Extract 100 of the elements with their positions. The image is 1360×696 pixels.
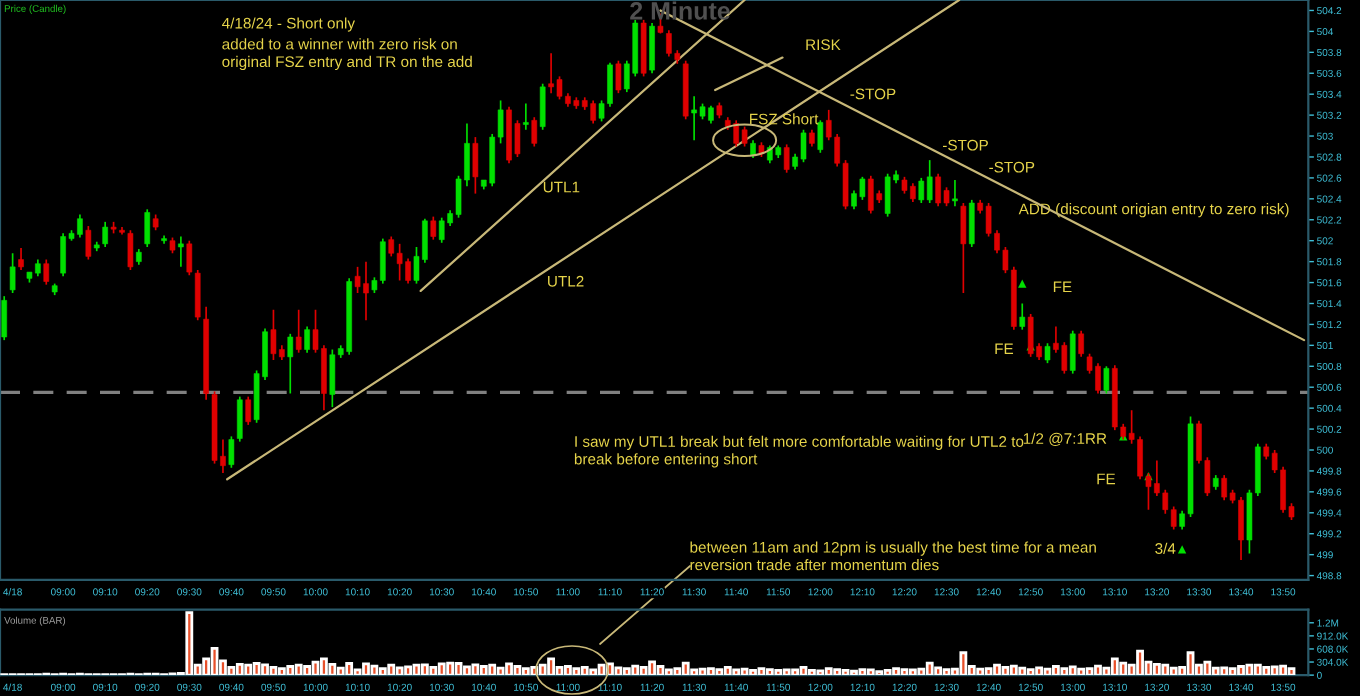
- bar: [488, 663, 497, 676]
- candlestick: [144, 208, 151, 248]
- candlestick: [430, 215, 437, 241]
- bar: [1211, 666, 1220, 676]
- bar: [1253, 663, 1262, 676]
- bar: [1035, 666, 1043, 676]
- bar: [1068, 665, 1077, 676]
- candlestick: [270, 308, 277, 361]
- bar: [412, 663, 421, 676]
- bar: [463, 665, 471, 676]
- candlestick: [304, 325, 310, 354]
- bar: [303, 665, 312, 676]
- candlestick: [388, 235, 395, 258]
- candlestick: [1019, 302, 1026, 331]
- bar: [833, 668, 842, 676]
- bar: [362, 662, 370, 676]
- bar: [1001, 665, 1010, 676]
- candlestick: [1, 295, 8, 341]
- bar: [387, 663, 396, 676]
- bar: [555, 665, 564, 676]
- candlestick: [287, 333, 294, 395]
- candlestick: [590, 99, 596, 125]
- candlestick: [85, 225, 92, 261]
- bar: [631, 664, 640, 676]
- bar: [740, 667, 749, 676]
- bar: [757, 667, 766, 676]
- bar: [732, 668, 741, 676]
- candlestick: [868, 174, 874, 215]
- bar: [656, 665, 665, 676]
- candlestick: [556, 75, 563, 101]
- bar: [791, 668, 799, 676]
- bar: [378, 667, 387, 676]
- bar: [1026, 668, 1035, 676]
- candlestick: [968, 199, 975, 248]
- candlestick: [1044, 342, 1051, 364]
- bar: [454, 662, 463, 676]
- bar: [1262, 665, 1271, 676]
- candlestick: [18, 247, 24, 271]
- bar: [370, 664, 379, 676]
- candlestick: [539, 82, 546, 131]
- bar: [715, 668, 724, 676]
- bar: [1052, 665, 1060, 676]
- bar: [942, 668, 951, 676]
- bar: [328, 662, 337, 676]
- candlestick: [741, 125, 748, 148]
- bar: [336, 666, 345, 676]
- candlestick: [236, 395, 243, 443]
- candlestick: [228, 435, 235, 469]
- bar: [959, 651, 968, 676]
- candlestick: [783, 143, 790, 174]
- bar: [269, 665, 278, 676]
- bar: [824, 667, 833, 676]
- candlestick: [523, 102, 529, 131]
- bar: [707, 667, 715, 676]
- bar: [294, 663, 303, 676]
- candlestick: [245, 395, 252, 426]
- bar: [547, 657, 556, 676]
- bar: [1085, 667, 1094, 676]
- candlestick: [800, 128, 807, 164]
- bar: [883, 669, 892, 676]
- candlestick: [666, 29, 672, 58]
- bar: [496, 666, 505, 676]
- candlestick: [615, 59, 622, 94]
- candlestick: [396, 243, 403, 282]
- bar: [1094, 664, 1102, 676]
- bar: [521, 667, 530, 676]
- bar: [286, 665, 295, 676]
- bar: [639, 665, 648, 676]
- bar: [446, 661, 455, 676]
- candlestick: [952, 179, 958, 207]
- bar: [749, 669, 757, 676]
- candlestick: [1078, 329, 1084, 358]
- bar: [673, 667, 682, 676]
- candlestick: [926, 159, 933, 204]
- bar: [564, 665, 572, 676]
- bar: [1009, 664, 1018, 676]
- bar: [235, 662, 244, 676]
- bar: [774, 669, 783, 676]
- bar: [1203, 660, 1212, 676]
- candlestick: [102, 221, 108, 248]
- bar: [698, 667, 707, 676]
- bar: [277, 667, 286, 676]
- bar: [227, 665, 236, 676]
- candlestick: [438, 216, 445, 244]
- bar: [311, 660, 320, 676]
- bar: [252, 662, 261, 676]
- bar: [917, 667, 926, 676]
- bar: [841, 669, 850, 676]
- candlestick: [472, 136, 479, 195]
- bar: [513, 665, 522, 676]
- candlestick: [649, 22, 655, 75]
- candlestick: [918, 177, 925, 204]
- candlestick: [531, 116, 538, 148]
- candlestick: [1061, 341, 1068, 375]
- bar: [1287, 667, 1296, 676]
- bar: [976, 667, 985, 676]
- candlestick: [354, 266, 361, 294]
- candlestick: [9, 252, 16, 294]
- bar: [1245, 663, 1254, 676]
- bar: [1043, 667, 1052, 676]
